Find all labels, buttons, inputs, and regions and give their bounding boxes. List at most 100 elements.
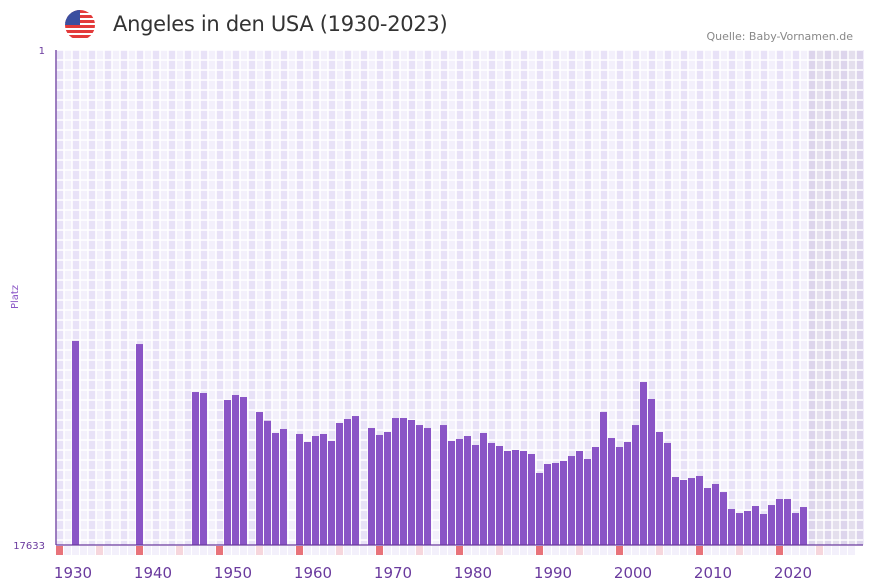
year-marker [80, 546, 87, 555]
bar-1971: 1971: 1435 [400, 417, 407, 545]
grid-column [264, 50, 272, 545]
bar-1964: 1964: 1464 [344, 419, 351, 545]
bar-1958: 1958: 1968 [296, 433, 303, 545]
grid-column [152, 50, 160, 545]
year-marker [440, 546, 447, 555]
bar-1980: 1980: 2446 [472, 444, 479, 545]
source-link[interactable]: Quelle: Baby-Vornamen.de [706, 30, 853, 43]
bar-1960: 1960: 2048 [312, 436, 319, 545]
grid-column [408, 50, 416, 545]
grid-column [216, 50, 224, 545]
year-marker [184, 546, 191, 555]
bar-1987: 1987: 2922 [528, 453, 535, 545]
year-marker [328, 546, 335, 555]
x-tick-label: 2000 [614, 564, 652, 582]
year-marker [280, 546, 287, 555]
bar-1956: 1956: 1783 [280, 428, 287, 545]
bar-2007: 2007: 4696 [688, 478, 695, 545]
grid-column [184, 50, 192, 545]
bar-1988: 1988: 4253 [536, 473, 543, 545]
bar-1998: 1998: 2545 [616, 447, 623, 545]
grid-column [648, 50, 656, 545]
year-marker [688, 546, 695, 555]
year-marker [752, 546, 759, 555]
x-tick-label: 1940 [134, 564, 172, 582]
bar-2018: 2018: 7110 [776, 499, 783, 545]
grid-column [600, 50, 608, 545]
grid-column [424, 50, 432, 545]
year-marker [224, 546, 231, 555]
half-decade-marker [96, 546, 103, 555]
bar-1984: 1984: 2754 [504, 451, 511, 545]
grid-column [584, 50, 592, 545]
bar-1961: 1961: 1968 [320, 433, 327, 545]
bar-1963: 1963: 1584 [336, 422, 343, 545]
year-marker [72, 546, 79, 555]
bar-1969: 1969: 1892 [384, 431, 391, 545]
grid-column [312, 50, 320, 545]
half-decade-marker [256, 546, 263, 555]
grid-column [344, 50, 352, 545]
bar-1977: 1977: 2259 [448, 440, 455, 545]
decade-marker [56, 546, 63, 555]
x-tick-label: 1980 [454, 564, 492, 582]
x-tick-label: 1930 [54, 564, 92, 582]
year-marker [824, 546, 831, 555]
grid-column [808, 50, 816, 545]
grid-column [568, 50, 576, 545]
grid-column [696, 50, 704, 545]
bar-1981: 1981: 1929 [480, 432, 487, 545]
grid-column [856, 50, 864, 545]
grid-column [360, 50, 368, 545]
grid-column [792, 50, 800, 545]
year-marker [288, 546, 295, 555]
bar-1954: 1954: 1514 [264, 420, 271, 545]
year-marker [392, 546, 399, 555]
y-axis-label: Platz [10, 285, 21, 309]
year-marker [640, 546, 647, 555]
year-marker [808, 546, 815, 555]
us-flag-icon [65, 10, 95, 40]
grid-column [488, 50, 496, 545]
x-tick-label: 2010 [694, 564, 732, 582]
year-marker [792, 546, 799, 555]
year-marker [840, 546, 847, 555]
year-marker [64, 546, 71, 555]
bar-1992: 1992: 3041 [568, 456, 575, 545]
year-marker [784, 546, 791, 555]
bar-1951: 1951: 948 [240, 397, 247, 545]
grid-column [616, 50, 624, 545]
grid-column [456, 50, 464, 545]
year-marker [608, 546, 615, 555]
grid-column [328, 50, 336, 545]
year-marker [424, 546, 431, 555]
grid-column [744, 50, 752, 545]
grid-column [56, 50, 64, 545]
bar-1979: 1979: 2048 [464, 436, 471, 545]
year-marker [624, 546, 631, 555]
bar-1930: 1930: 313 [72, 340, 79, 545]
year-marker [120, 546, 127, 555]
bar-1967: 1967: 1748 [368, 427, 375, 545]
year-marker [168, 546, 175, 555]
decade-marker [376, 546, 383, 555]
grid-column [88, 50, 96, 545]
bar-2004: 2004: 2350 [664, 442, 671, 545]
bar-2003: 2003: 1892 [656, 431, 663, 545]
bar-1953: 1953: 1275 [256, 412, 263, 545]
grid-column [680, 50, 688, 545]
bar-1978: 1978: 2172 [456, 438, 463, 545]
bar-1955: 1955: 1929 [272, 432, 279, 545]
grid-column [168, 50, 176, 545]
year-marker [264, 546, 271, 555]
grid-column [776, 50, 784, 545]
bar-1996: 1996: 1275 [600, 412, 607, 545]
year-marker [552, 546, 559, 555]
bar-1973: 1973: 1649 [416, 425, 423, 545]
year-marker [248, 546, 255, 555]
year-marker [648, 546, 655, 555]
year-marker [232, 546, 239, 555]
bar-1968: 1968: 2007 [376, 434, 383, 545]
bar-2016: 2016: 9560 [760, 514, 767, 545]
